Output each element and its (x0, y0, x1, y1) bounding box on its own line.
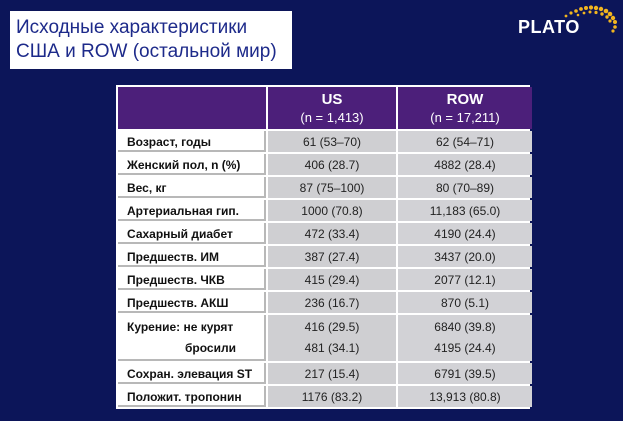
header-us-n: (n = 1,413) (300, 110, 364, 125)
table-row: Возраст, годы 61 (53–70) 62 (54–71) (118, 131, 532, 152)
row-value: 2077 (12.1) (398, 269, 532, 290)
smoking-us-former: 481 (34.1) (304, 341, 360, 355)
table-header-row: US (n = 1,413) ROW (n = 17,211) (118, 87, 532, 129)
row-label: Сахарный диабет (118, 223, 266, 244)
table-row: Сохран. элевация ST 217 (15.4) 6791 (39.… (118, 363, 532, 384)
us-value: 387 (27.4) (268, 246, 396, 267)
row-value: 13,913 (80.8) (398, 386, 532, 407)
smoking-us-nonsmokers: 416 (29.5) (304, 320, 360, 334)
row-label: Положит. тропонин (118, 386, 266, 407)
row-value: 80 (70–89) (398, 177, 532, 198)
table-row-smoking: Курение: не курят бросили 416 (29.5) 481… (118, 315, 532, 361)
smoking-row-cell: 6840 (39.8) 4195 (24.4) (398, 315, 532, 361)
table-row: Положит. тропонин 1176 (83.2) 13,913 (80… (118, 386, 532, 407)
row-value: 3437 (20.0) (398, 246, 532, 267)
smoking-label-former: бросили (185, 341, 236, 355)
us-value: 1176 (83.2) (268, 386, 396, 407)
row-value: 62 (54–71) (398, 131, 532, 152)
slide-title: Исходные характеристики США и ROW (остал… (10, 11, 292, 69)
table-row: Предшеств. ЧКВ 415 (29.4) 2077 (12.1) (118, 269, 532, 290)
us-value: 406 (28.7) (268, 154, 396, 175)
row-label: Возраст, годы (118, 131, 266, 152)
us-value: 236 (16.7) (268, 292, 396, 313)
table-row: Вес, кг 87 (75–100) 80 (70–89) (118, 177, 532, 198)
slide-title-line-2: США и ROW (остальной мир) (16, 41, 277, 62)
smoking-us-cell: 416 (29.5) 481 (34.1) (268, 315, 396, 361)
table-row: Предшеств. АКШ 236 (16.7) 870 (5.1) (118, 292, 532, 313)
row-label: Артериальная гип. (118, 200, 266, 221)
row-value: 870 (5.1) (398, 292, 532, 313)
header-row-n: (n = 17,211) (430, 110, 500, 125)
row-value: 4882 (28.4) (398, 154, 532, 175)
table-row: Артериальная гип. 1000 (70.8) 11,183 (65… (118, 200, 532, 221)
plato-logo-text: PLATO (518, 17, 580, 37)
row-label: Предшеств. АКШ (118, 292, 266, 313)
row-label: Предшеств. ЧКВ (118, 269, 266, 290)
row-label: Сохран. элевация ST (118, 363, 266, 384)
header-row: ROW (n = 17,211) (398, 87, 532, 129)
table-row: Сахарный диабет 472 (33.4) 4190 (24.4) (118, 223, 532, 244)
smoking-label-cell: Курение: не курят бросили (118, 315, 266, 361)
plato-logo: PLATO (516, 4, 620, 40)
table-row: Женский пол, n (%) 406 (28.7) 4882 (28.4… (118, 154, 532, 175)
smoking-row-former: 4195 (24.4) (434, 341, 496, 355)
header-empty-cell (118, 87, 266, 129)
header-row-name: ROW (446, 91, 484, 108)
us-value: 61 (53–70) (268, 131, 396, 152)
smoking-label-nonsmokers: Курение: не курят (127, 320, 234, 334)
us-value: 217 (15.4) (268, 363, 396, 384)
dots-arc-icon (564, 5, 617, 33)
row-label: Предшеств. ИМ (118, 246, 266, 267)
baseline-table: US (n = 1,413) ROW (n = 17,211) Возраст,… (116, 85, 532, 409)
row-value: 11,183 (65.0) (398, 200, 532, 221)
row-value: 6791 (39.5) (398, 363, 532, 384)
us-value: 87 (75–100) (268, 177, 396, 198)
row-value: 4190 (24.4) (398, 223, 532, 244)
us-value: 415 (29.4) (268, 269, 396, 290)
row-label: Вес, кг (118, 177, 266, 198)
table-row: Предшеств. ИМ 387 (27.4) 3437 (20.0) (118, 246, 532, 267)
us-value: 1000 (70.8) (268, 200, 396, 221)
us-value: 472 (33.4) (268, 223, 396, 244)
row-label: Женский пол, n (%) (118, 154, 266, 175)
smoking-row-nonsmokers: 6840 (39.8) (434, 320, 496, 334)
slide-title-line-1: Исходные характеристики (16, 17, 248, 38)
header-us: US (n = 1,413) (268, 87, 396, 129)
header-us-name: US (321, 91, 343, 108)
